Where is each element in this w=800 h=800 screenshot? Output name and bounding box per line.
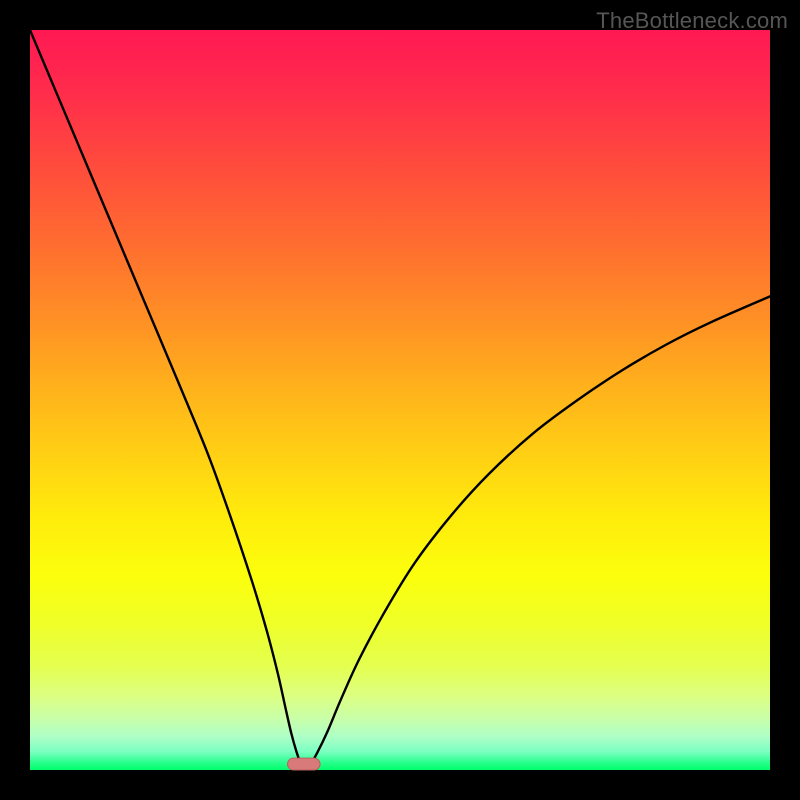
bottleneck-chart: [0, 0, 800, 800]
bottleneck-marker: [288, 758, 321, 770]
watermark-text: TheBottleneck.com: [596, 8, 788, 34]
plot-background: [30, 30, 770, 770]
chart-container: TheBottleneck.com: [0, 0, 800, 800]
